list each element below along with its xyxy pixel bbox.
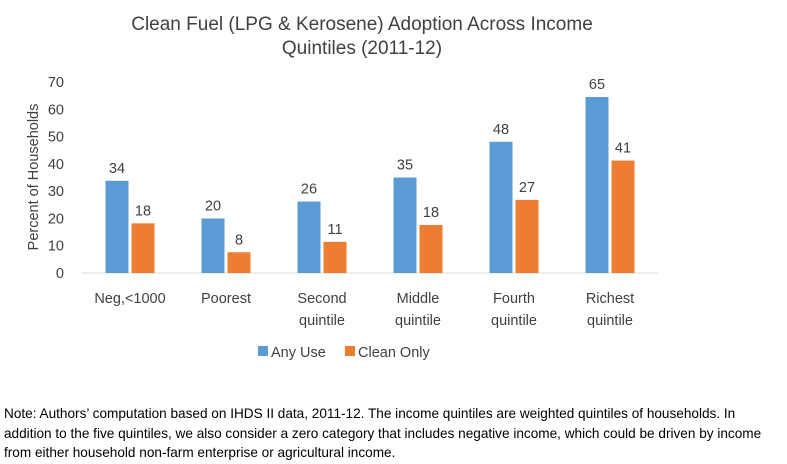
legend-label-clean-only: Clean Only bbox=[358, 345, 430, 361]
bar-clean-only bbox=[611, 160, 635, 273]
x-tick-label: quintile bbox=[491, 313, 537, 329]
footnote: Note: Authors’ computation based on IHDS… bbox=[4, 406, 762, 460]
bar-any-use bbox=[585, 97, 609, 273]
data-labels: 34 18 20 8 26 11 35 18 48 27 65 41 bbox=[109, 77, 631, 248]
y-tick-label: 10 bbox=[48, 239, 64, 255]
y-axis-label: Percent of Households bbox=[26, 104, 42, 251]
data-label: 8 bbox=[235, 232, 243, 248]
bar-clean-only bbox=[323, 241, 347, 273]
bar-any-use bbox=[393, 177, 417, 273]
bar-clean-only bbox=[227, 252, 251, 273]
x-tick-label: Middle bbox=[397, 291, 440, 307]
data-label: 18 bbox=[135, 203, 151, 219]
x-tick-label: Fourth bbox=[493, 291, 535, 307]
y-tick-label: 30 bbox=[48, 184, 64, 200]
data-label: 20 bbox=[205, 198, 221, 214]
y-tick-label: 50 bbox=[48, 130, 64, 146]
data-label: 41 bbox=[615, 141, 631, 157]
data-label: 48 bbox=[493, 122, 509, 138]
bar-clean-only bbox=[515, 199, 539, 273]
legend-swatch-any-use bbox=[258, 346, 268, 356]
bar-any-use bbox=[201, 218, 225, 273]
chart-title-line-2: Quintiles (2011-12) bbox=[282, 38, 442, 59]
y-tick-label: 20 bbox=[48, 211, 64, 227]
x-tick-label: quintile bbox=[395, 313, 441, 329]
bar-clean-only bbox=[131, 223, 155, 273]
data-label: 65 bbox=[589, 77, 605, 93]
data-label: 18 bbox=[423, 205, 439, 221]
legend-swatch-clean-only bbox=[345, 346, 355, 356]
bar-any-use bbox=[297, 201, 321, 273]
data-label: 34 bbox=[109, 161, 125, 177]
x-tick-label: Second bbox=[297, 291, 346, 307]
data-label: 26 bbox=[301, 182, 317, 198]
data-label: 35 bbox=[397, 158, 413, 174]
x-tick-label: quintile bbox=[299, 313, 345, 329]
x-tick-label: Neg,<1000 bbox=[94, 291, 165, 307]
y-axis-ticks: 0 10 20 30 40 50 60 70 bbox=[48, 75, 64, 282]
y-tick-label: 70 bbox=[48, 75, 64, 91]
chart: Clean Fuel (LPG & Kerosene) Adoption Acr… bbox=[26, 14, 658, 361]
data-label: 11 bbox=[327, 222, 342, 238]
bars-group bbox=[105, 97, 635, 273]
chart-title-line-1: Clean Fuel (LPG & Kerosene) Adoption Acr… bbox=[131, 14, 593, 35]
y-tick-label: 0 bbox=[56, 266, 64, 282]
legend: Any Use Clean Only bbox=[258, 345, 430, 361]
x-tick-label: quintile bbox=[587, 313, 633, 329]
bar-any-use bbox=[105, 180, 129, 273]
bar-any-use bbox=[489, 141, 513, 273]
bar-clean-only bbox=[419, 224, 443, 273]
y-tick-label: 40 bbox=[48, 157, 64, 173]
legend-label-any-use: Any Use bbox=[271, 345, 326, 361]
x-tick-label: Richest bbox=[586, 291, 634, 307]
x-axis-tick-labels: Neg,<1000 Poorest Second quintile Middle quin… bbox=[94, 291, 634, 329]
data-label: 27 bbox=[519, 180, 535, 196]
y-tick-label: 60 bbox=[48, 102, 64, 118]
x-tick-label: Poorest bbox=[201, 291, 251, 307]
